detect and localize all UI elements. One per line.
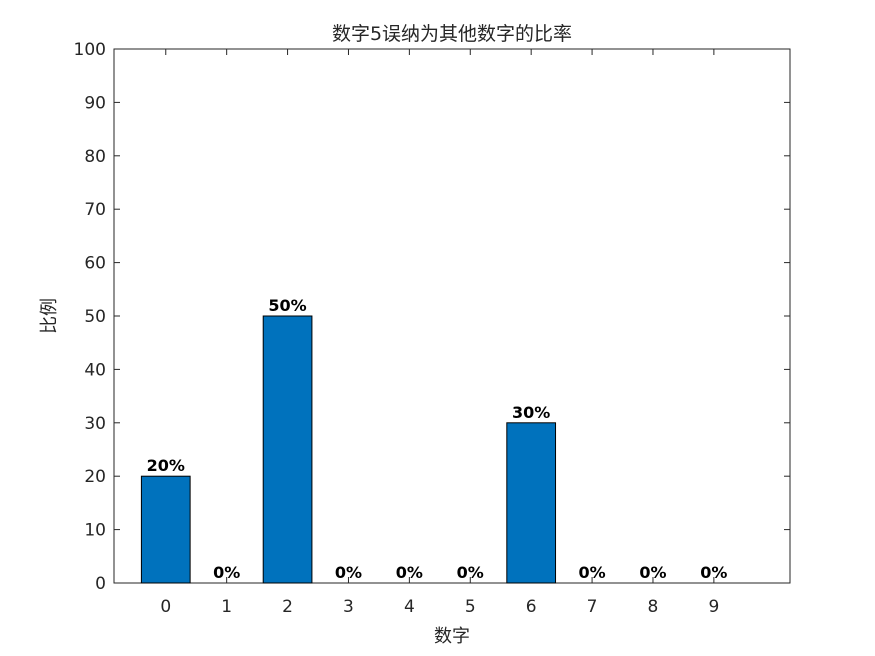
- y-tick-label: 30: [84, 414, 106, 434]
- data-label: 0%: [396, 563, 423, 582]
- data-label: 0%: [457, 563, 484, 582]
- data-label: 50%: [268, 296, 306, 315]
- bar: [140, 475, 191, 584]
- y-tick-label: 100: [74, 40, 106, 60]
- data-labels: 20% 0% 50% 0% 0% 0% 30% 0% 0% 0%: [147, 296, 728, 582]
- y-tick-label: 90: [84, 93, 106, 113]
- x-tick-label: 8: [648, 597, 659, 617]
- plot-area-frame: [113, 48, 791, 584]
- bar: [506, 422, 557, 584]
- x-tick-label: 0: [160, 597, 171, 617]
- data-label: 0%: [700, 563, 727, 582]
- x-axis: 0 1 2 3 4 5 6 7 8 9: [160, 49, 719, 617]
- bar: [262, 315, 313, 584]
- x-tick-label: 2: [282, 597, 293, 617]
- y-tick-label: 80: [84, 147, 106, 167]
- y-tick-label: 0: [95, 574, 106, 594]
- x-tick-label: 7: [587, 597, 598, 617]
- y-tick-label: 10: [84, 521, 106, 541]
- data-label: 20%: [147, 456, 185, 475]
- x-tick-label: 4: [404, 597, 415, 617]
- y-tick-label: 20: [84, 467, 106, 487]
- x-tick-label: 5: [465, 597, 476, 617]
- x-tick-label: 1: [221, 597, 232, 617]
- x-tick-label: 9: [708, 597, 719, 617]
- data-label: 0%: [213, 563, 240, 582]
- y-tick-label: 50: [84, 307, 106, 327]
- x-tick-label: 6: [526, 597, 537, 617]
- x-axis-label: 数字: [434, 626, 470, 647]
- y-axis-label: 比例: [39, 298, 60, 334]
- y-tick-label: 70: [84, 200, 106, 220]
- x-tick-label: 3: [343, 597, 354, 617]
- y-tick-label: 60: [84, 254, 106, 274]
- data-label: 0%: [335, 563, 362, 582]
- data-label: 0%: [578, 563, 605, 582]
- data-label: 30%: [512, 403, 550, 422]
- data-label: 0%: [639, 563, 666, 582]
- y-axis: 0 10 20 30 40 50 60 70 80 90 100: [74, 40, 790, 594]
- y-tick-label: 40: [84, 360, 106, 380]
- bar-series: [140, 315, 557, 584]
- chart-title: 数字5误纳为其他数字的比率: [332, 23, 572, 45]
